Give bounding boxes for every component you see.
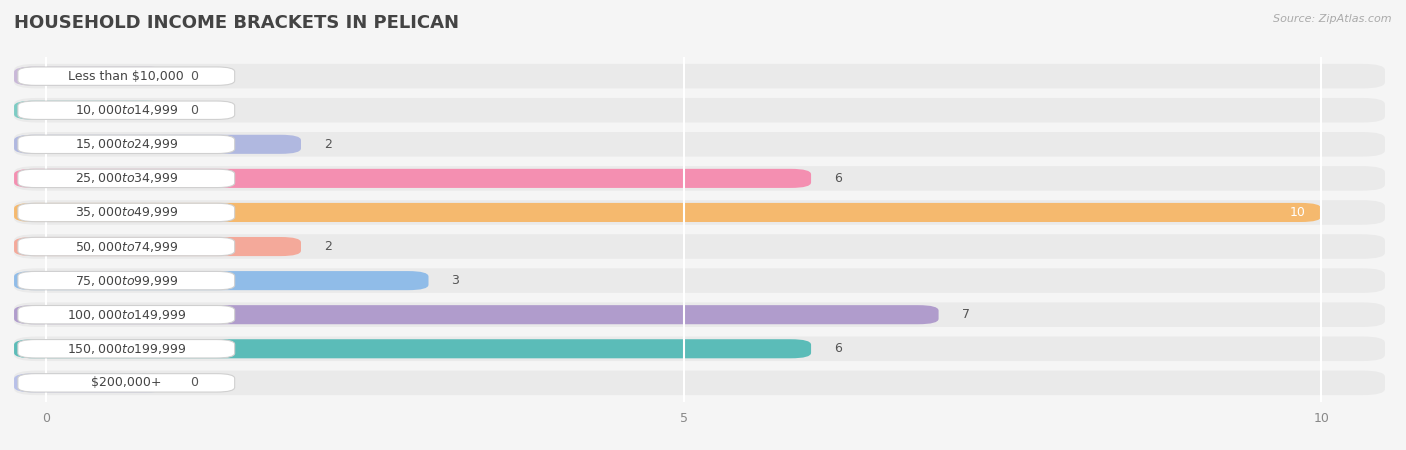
FancyBboxPatch shape (14, 203, 1322, 222)
Text: 2: 2 (323, 138, 332, 151)
Text: 6: 6 (834, 172, 842, 185)
Text: 0: 0 (190, 376, 198, 389)
FancyBboxPatch shape (14, 371, 1385, 395)
FancyBboxPatch shape (14, 237, 301, 256)
Text: 7: 7 (962, 308, 970, 321)
FancyBboxPatch shape (14, 132, 1385, 157)
FancyBboxPatch shape (14, 166, 1385, 191)
Text: 2: 2 (323, 240, 332, 253)
Text: $35,000 to $49,999: $35,000 to $49,999 (75, 206, 179, 220)
Text: 3: 3 (451, 274, 460, 287)
FancyBboxPatch shape (14, 101, 167, 120)
Text: Source: ZipAtlas.com: Source: ZipAtlas.com (1274, 14, 1392, 23)
FancyBboxPatch shape (18, 203, 235, 222)
FancyBboxPatch shape (14, 234, 1385, 259)
FancyBboxPatch shape (14, 64, 1385, 88)
Text: Less than $10,000: Less than $10,000 (69, 70, 184, 83)
FancyBboxPatch shape (18, 101, 235, 119)
Text: 0: 0 (190, 70, 198, 83)
FancyBboxPatch shape (18, 169, 235, 188)
Text: 10: 10 (1289, 206, 1306, 219)
FancyBboxPatch shape (18, 237, 235, 256)
FancyBboxPatch shape (18, 374, 235, 392)
FancyBboxPatch shape (14, 67, 167, 86)
Text: $25,000 to $34,999: $25,000 to $34,999 (75, 171, 179, 185)
Text: $200,000+: $200,000+ (91, 376, 162, 389)
Text: 6: 6 (834, 342, 842, 355)
FancyBboxPatch shape (18, 135, 235, 153)
FancyBboxPatch shape (18, 340, 235, 358)
FancyBboxPatch shape (14, 302, 1385, 327)
FancyBboxPatch shape (14, 268, 1385, 293)
FancyBboxPatch shape (14, 200, 1385, 225)
Text: $10,000 to $14,999: $10,000 to $14,999 (75, 103, 179, 117)
Text: $150,000 to $199,999: $150,000 to $199,999 (66, 342, 186, 356)
FancyBboxPatch shape (14, 271, 429, 290)
Text: HOUSEHOLD INCOME BRACKETS IN PELICAN: HOUSEHOLD INCOME BRACKETS IN PELICAN (14, 14, 460, 32)
FancyBboxPatch shape (18, 271, 235, 290)
FancyBboxPatch shape (18, 67, 235, 86)
Text: $100,000 to $149,999: $100,000 to $149,999 (66, 308, 186, 322)
FancyBboxPatch shape (14, 374, 167, 392)
Text: $15,000 to $24,999: $15,000 to $24,999 (75, 137, 179, 151)
FancyBboxPatch shape (14, 169, 811, 188)
FancyBboxPatch shape (14, 135, 301, 154)
FancyBboxPatch shape (14, 98, 1385, 122)
FancyBboxPatch shape (14, 305, 939, 324)
FancyBboxPatch shape (14, 337, 1385, 361)
Text: $75,000 to $99,999: $75,000 to $99,999 (75, 274, 179, 288)
FancyBboxPatch shape (14, 339, 811, 358)
Text: 0: 0 (190, 104, 198, 117)
Text: $50,000 to $74,999: $50,000 to $74,999 (75, 239, 179, 253)
FancyBboxPatch shape (18, 306, 235, 324)
